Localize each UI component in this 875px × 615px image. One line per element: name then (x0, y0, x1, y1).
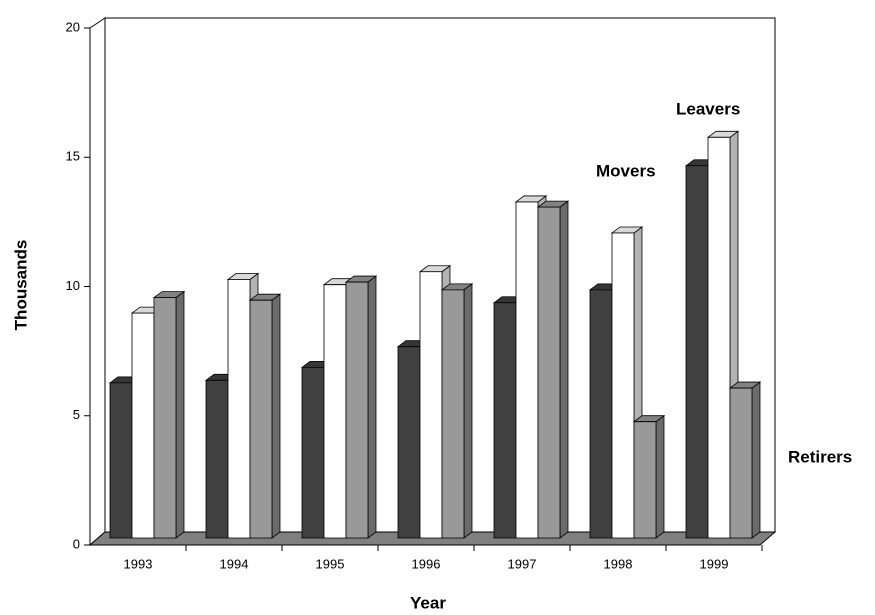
bar-face (271, 293, 281, 539)
y-axis-label: Thousands (11, 240, 30, 331)
bar-face (131, 312, 155, 539)
bar (248, 293, 282, 539)
bar-face (397, 346, 421, 539)
series-label: Leavers (676, 99, 740, 118)
x-tick-label: 1994 (220, 556, 249, 571)
y-tick-label: 5 (73, 407, 80, 422)
x-axis-label: Year (410, 593, 446, 612)
x-tick-label: 1995 (316, 556, 345, 571)
bar-face (205, 379, 229, 539)
bar-face (537, 206, 561, 539)
bar-face (301, 366, 325, 539)
bar-face (249, 299, 273, 539)
series-label: Retirers (788, 447, 852, 466)
bar-face (707, 136, 731, 539)
x-tick-label: 1998 (604, 556, 633, 571)
side-wall (89, 17, 106, 547)
bar-face (685, 165, 709, 539)
bar-face (751, 381, 761, 539)
bar-face (559, 200, 569, 539)
bar-face (515, 201, 539, 539)
bar-face (419, 271, 443, 539)
bar (728, 381, 762, 539)
bar-face (611, 232, 635, 539)
bar-face (367, 275, 377, 539)
y-tick-label: 0 (73, 536, 80, 551)
series-label: Movers (596, 161, 656, 180)
bar-face (493, 302, 517, 539)
x-tick-label: 1999 (700, 556, 729, 571)
bar-face (153, 297, 177, 539)
bar-face (227, 279, 251, 539)
bar (152, 290, 186, 539)
bar (344, 275, 378, 539)
bar-face (323, 284, 347, 539)
bar-face (345, 281, 369, 539)
y-tick-label: 20 (66, 19, 80, 34)
bar (632, 414, 666, 539)
x-tick-label: 1996 (412, 556, 441, 571)
bar (440, 283, 474, 539)
bar-face (109, 382, 133, 539)
bar-face (729, 387, 753, 539)
y-tick-label: 15 (66, 149, 80, 164)
y-tick-label: 10 (66, 278, 80, 293)
bar-face (655, 414, 665, 539)
bar-face (441, 289, 465, 539)
x-tick-label: 1993 (124, 556, 153, 571)
bar-face (589, 289, 613, 539)
x-tick-label: 1997 (508, 556, 537, 571)
bar (536, 200, 570, 539)
bar-face (633, 421, 657, 539)
bar-face (175, 290, 185, 539)
bar-face (463, 283, 473, 539)
